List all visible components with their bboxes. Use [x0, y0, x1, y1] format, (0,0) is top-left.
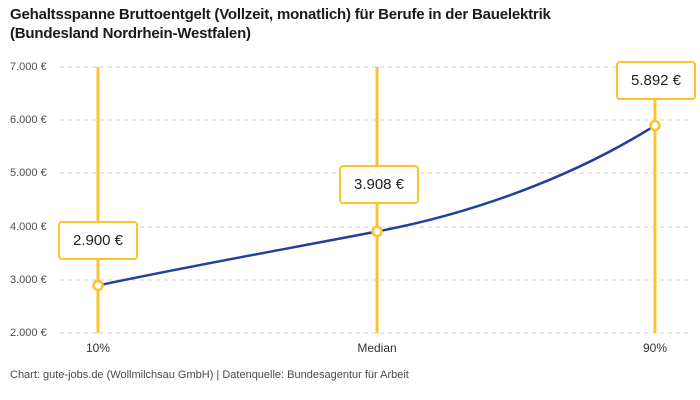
chart-source-attribution: Chart: gute-jobs.de (Wollmilchsau GmbH) …: [10, 369, 409, 381]
y-tick-2000: 2.000 €: [10, 327, 47, 339]
chart-title: Gehaltsspanne Bruttoentgelt (Vollzeit, m…: [10, 5, 690, 43]
x-tick-90pct: 90%: [642, 341, 668, 355]
chart-title-line1: Gehaltsspanne Bruttoentgelt (Vollzeit, m…: [10, 6, 551, 23]
y-tick-5000: 5.000 €: [10, 167, 47, 179]
data-point-10pct: [92, 279, 104, 292]
data-point-median: [371, 225, 383, 238]
value-label-90pct: 5.892 €: [615, 61, 697, 100]
chart-title-line2: (Bundesland Nordrhein-Westfalen): [10, 25, 251, 42]
value-label-median: 3.908 €: [338, 165, 420, 204]
y-tick-3000: 3.000 €: [10, 274, 47, 286]
data-point-markers: [92, 119, 661, 292]
x-tick-10pct: 10%: [85, 341, 111, 355]
y-tick-7000: 7.000 €: [10, 61, 47, 73]
y-tick-6000: 6.000 €: [10, 114, 47, 126]
data-point-90pct: [649, 119, 661, 132]
value-label-10pct: 2.900 €: [57, 221, 139, 260]
y-tick-4000: 4.000 €: [10, 221, 47, 233]
x-tick-median: Median: [357, 341, 397, 355]
